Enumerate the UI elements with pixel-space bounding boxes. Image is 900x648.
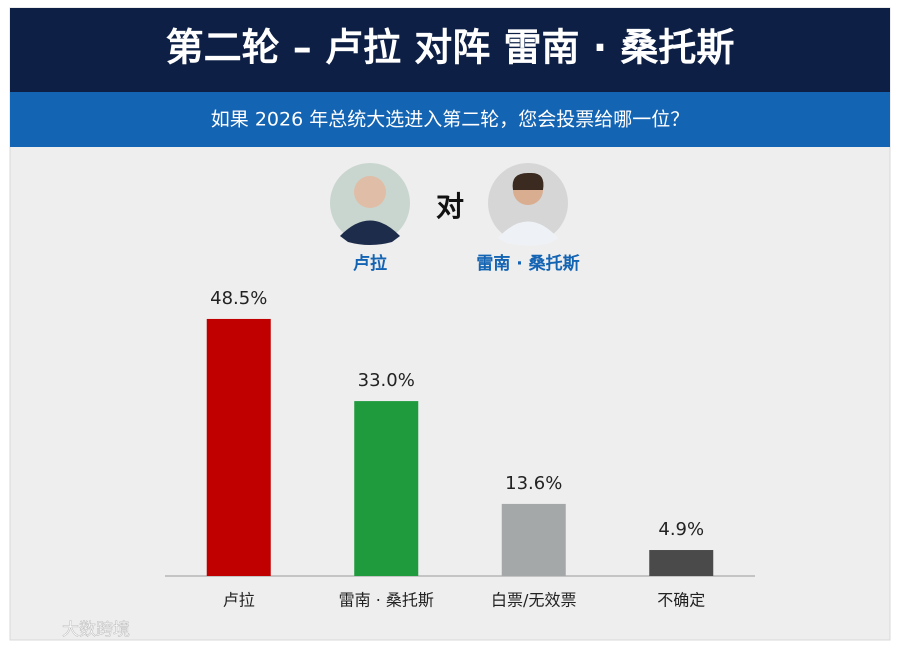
value-label: 4.9%: [658, 519, 704, 540]
subtitle-bar: [10, 92, 890, 147]
candidate-name: 卢拉: [353, 253, 387, 274]
chart-subtitle: 如果 2026 年总统大选进入第二轮，您会投票给哪一位？: [211, 109, 689, 131]
bar: [354, 401, 419, 576]
x-tick-label: 白票/无效票: [491, 591, 576, 610]
x-tick-label: 卢拉: [223, 591, 255, 610]
bar: [649, 550, 714, 576]
watermark: 大数跨境: [62, 620, 130, 640]
value-label: 33.0%: [358, 370, 415, 391]
value-label: 48.5%: [210, 288, 267, 309]
bar: [501, 503, 566, 576]
value-label: 13.6%: [505, 473, 562, 494]
portrait: [330, 163, 410, 245]
bar: [206, 318, 271, 576]
candidate-name: 雷南 · 桑托斯: [476, 253, 579, 274]
x-tick-label: 不确定: [657, 591, 705, 610]
title-bar: [10, 8, 890, 92]
portrait: [488, 163, 568, 246]
chart-title: 第二轮 – 卢拉 对阵 雷南 · 桑托斯: [166, 26, 735, 70]
versus-label: 对: [436, 190, 464, 223]
x-tick-label: 雷南 · 桑托斯: [339, 591, 434, 610]
